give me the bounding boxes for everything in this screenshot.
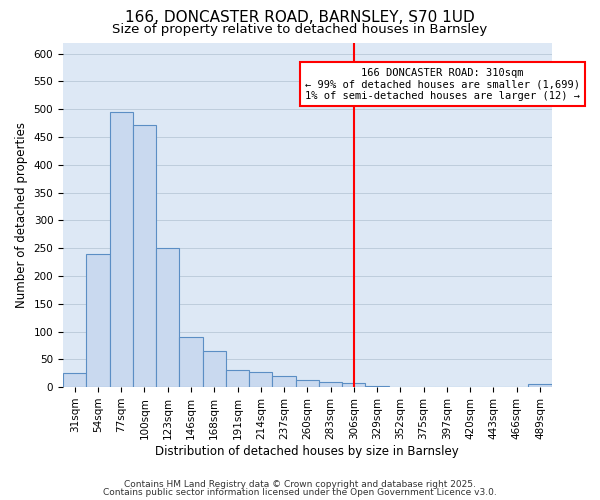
Bar [319,382,342,387]
Bar [110,112,133,387]
Bar [86,254,110,387]
Text: Contains HM Land Registry data © Crown copyright and database right 2025.: Contains HM Land Registry data © Crown c… [124,480,476,489]
Bar [529,384,551,387]
Text: 166 DONCASTER ROAD: 310sqm
← 99% of detached houses are smaller (1,699)
1% of se: 166 DONCASTER ROAD: 310sqm ← 99% of deta… [305,68,580,100]
Bar [272,376,296,387]
Text: Contains public sector information licensed under the Open Government Licence v3: Contains public sector information licen… [103,488,497,497]
Text: 166, DONCASTER ROAD, BARNSLEY, S70 1UD: 166, DONCASTER ROAD, BARNSLEY, S70 1UD [125,10,475,25]
Bar [226,370,249,387]
Bar [179,337,203,387]
Bar [342,382,365,387]
Bar [156,248,179,387]
Y-axis label: Number of detached properties: Number of detached properties [15,122,28,308]
Text: Size of property relative to detached houses in Barnsley: Size of property relative to detached ho… [112,22,488,36]
Bar [133,125,156,387]
Bar [203,351,226,387]
Bar [63,373,86,387]
Bar [365,386,389,387]
X-axis label: Distribution of detached houses by size in Barnsley: Distribution of detached houses by size … [155,444,459,458]
Bar [249,372,272,387]
Bar [296,380,319,387]
